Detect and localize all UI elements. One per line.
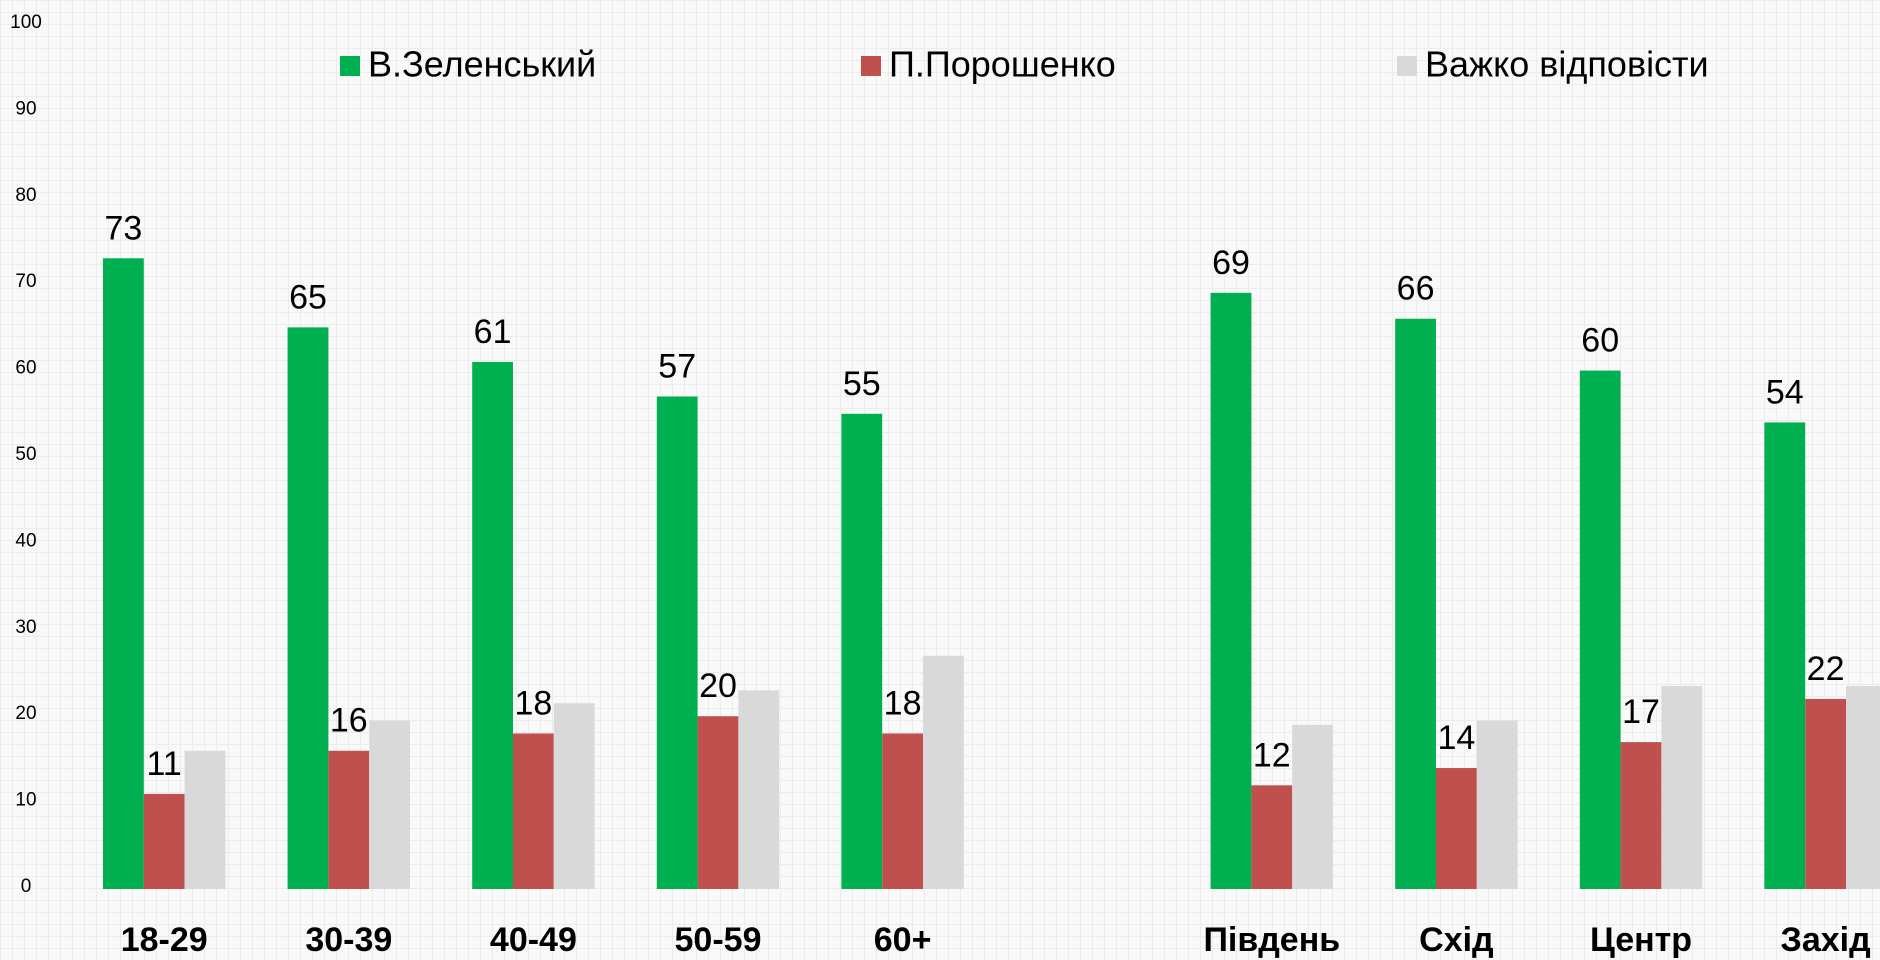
bar <box>143 793 185 889</box>
value-label: 57 <box>658 348 696 386</box>
legend-label: В.Зеленський <box>368 44 596 85</box>
bar <box>1395 318 1436 889</box>
legend-swatch <box>340 56 360 76</box>
bar <box>553 703 595 889</box>
y-tick-label: 90 <box>15 98 36 119</box>
y-tick-label: 20 <box>15 703 36 724</box>
value-label: 12 <box>1253 736 1291 774</box>
x-tick-label: Південь <box>1203 921 1340 959</box>
x-tick-label: Схід <box>1419 921 1494 959</box>
value-label: 69 <box>1212 244 1250 282</box>
value-label: 16 <box>330 702 368 740</box>
bar <box>328 750 370 889</box>
bar <box>1251 785 1293 889</box>
bar <box>513 733 554 889</box>
x-tick-label: 30-39 <box>305 921 392 959</box>
y-tick-label: 60 <box>15 358 36 379</box>
x-tick-label: 18-29 <box>121 921 208 959</box>
bar <box>184 750 226 889</box>
bar <box>1846 685 1880 889</box>
x-tick-label: 60+ <box>874 921 932 959</box>
bar <box>882 733 923 889</box>
legend-swatch <box>1397 56 1417 76</box>
y-tick-label: 10 <box>15 790 36 811</box>
y-tick-label: 0 <box>21 876 32 897</box>
bar <box>1210 292 1252 890</box>
bar <box>1579 370 1621 890</box>
y-tick-label: 100 <box>10 12 42 33</box>
value-label: 18 <box>884 684 922 722</box>
bar <box>1764 422 1806 889</box>
y-tick-label: 50 <box>15 444 36 465</box>
bar <box>923 655 964 889</box>
bar <box>1292 724 1333 889</box>
bar <box>1436 768 1477 889</box>
value-label: 20 <box>699 667 737 705</box>
y-tick-label: 30 <box>15 617 36 638</box>
bar <box>472 361 513 890</box>
legend-label: П.Порошенко <box>889 44 1116 85</box>
bar <box>697 716 739 889</box>
bar <box>1476 720 1518 889</box>
value-label: 73 <box>104 209 142 247</box>
value-label: 18 <box>514 684 552 722</box>
value-label: 65 <box>289 278 327 316</box>
y-tick-label: 80 <box>15 185 36 206</box>
x-tick-label: 40-49 <box>490 921 577 959</box>
bar <box>1620 742 1662 889</box>
x-tick-label: Захід <box>1781 921 1871 959</box>
value-label: 61 <box>474 313 512 351</box>
value-label: 17 <box>1622 693 1660 731</box>
value-label: 66 <box>1397 270 1435 308</box>
bar <box>1805 698 1846 889</box>
bar <box>1661 685 1703 889</box>
bar <box>738 690 780 889</box>
bar <box>103 258 144 889</box>
value-label: 22 <box>1807 650 1845 688</box>
x-tick-label: Центр <box>1590 921 1692 959</box>
legend-label: Важко відповісти <box>1425 44 1709 85</box>
value-label: 14 <box>1437 719 1475 757</box>
value-label: 54 <box>1766 373 1804 411</box>
y-tick-label: 70 <box>15 271 36 292</box>
bar <box>369 720 410 889</box>
value-label: 60 <box>1581 322 1619 360</box>
bar <box>841 413 883 889</box>
bar <box>656 396 698 889</box>
legend-swatch <box>861 56 881 76</box>
value-label: 55 <box>843 365 881 403</box>
value-label: 11 <box>147 745 182 783</box>
bar <box>287 327 329 889</box>
y-tick-label: 40 <box>15 530 36 551</box>
x-tick-label: 50-59 <box>675 921 762 959</box>
